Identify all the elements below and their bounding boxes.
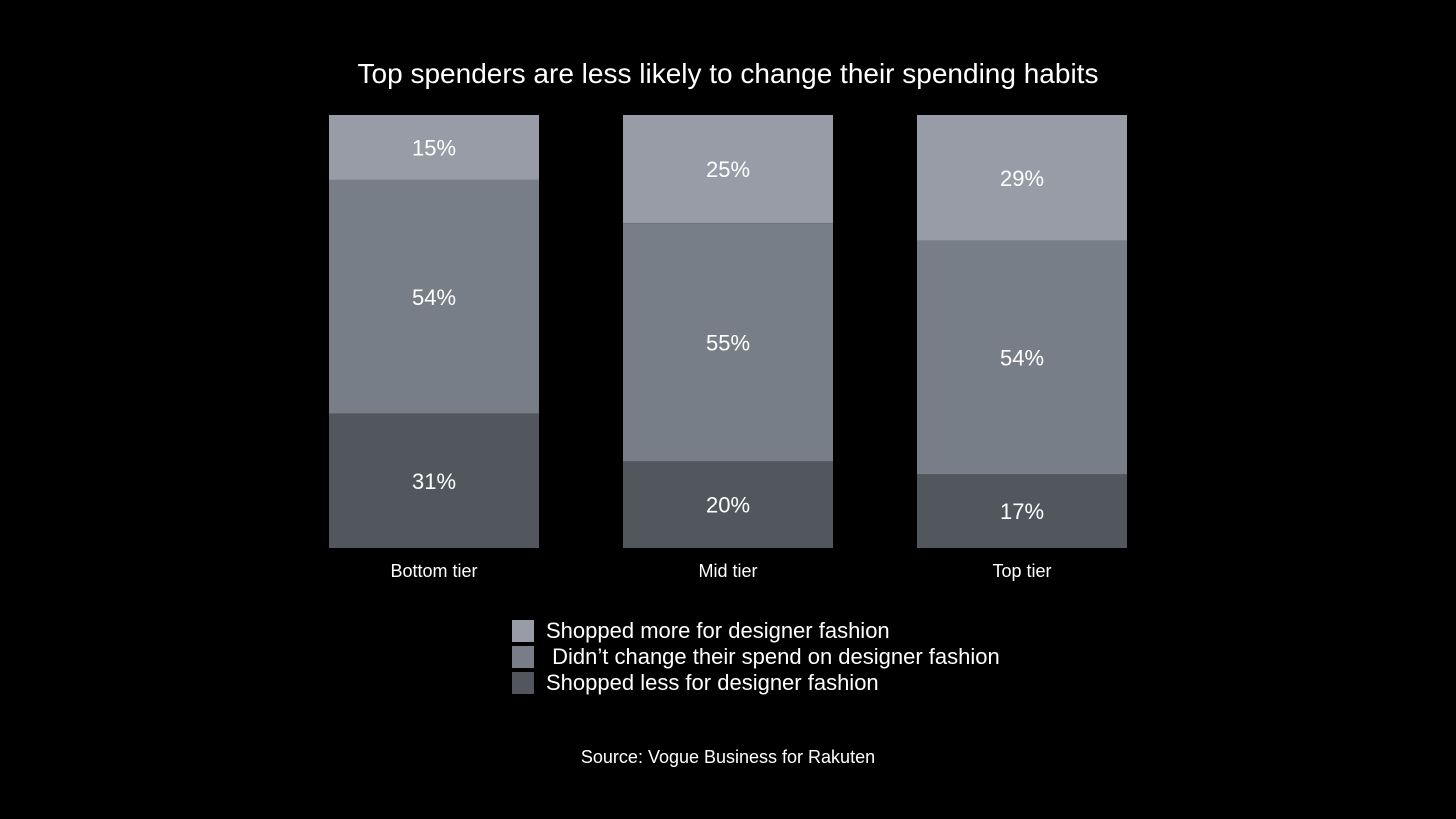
bar-segment-top-tier-1 bbox=[917, 240, 1127, 475]
legend-swatch-shopped-less bbox=[512, 672, 534, 694]
category-label-bottom-tier: Bottom tier bbox=[390, 561, 477, 581]
data-label-mid-tier-1: 55% bbox=[706, 330, 750, 355]
data-label-mid-tier-2: 20% bbox=[706, 493, 750, 518]
data-label-mid-tier-0: 25% bbox=[706, 157, 750, 182]
legend-label-shopped-less: Shopped less for designer fashion bbox=[546, 670, 879, 695]
chart-title: Top spenders are less likely to change t… bbox=[357, 58, 1099, 89]
legend-item-no-change: Didn’t change their spend on designer fa… bbox=[512, 644, 1000, 670]
bar-segment-bottom-tier-0 bbox=[329, 115, 539, 180]
data-label-top-tier-2: 17% bbox=[1000, 499, 1044, 524]
bar-segment-bottom-tier-2 bbox=[329, 413, 539, 548]
data-label-top-tier-1: 54% bbox=[1000, 345, 1044, 370]
legend-label-no-change: Didn’t change their spend on designer fa… bbox=[546, 644, 1000, 669]
chart-legend: Shopped more for designer fashion Didn’t… bbox=[512, 618, 1000, 696]
legend-swatch-no-change bbox=[512, 646, 534, 668]
category-label-mid-tier: Mid tier bbox=[698, 561, 757, 581]
bar-segment-bottom-tier-1 bbox=[329, 179, 539, 414]
legend-item-shopped-more: Shopped more for designer fashion bbox=[512, 618, 1000, 644]
legend-label-shopped-more: Shopped more for designer fashion bbox=[546, 618, 890, 643]
data-label-bottom-tier-1: 54% bbox=[412, 285, 456, 310]
bar-segment-mid-tier-0 bbox=[623, 115, 833, 224]
source-note: Source: Vogue Business for Rakuten bbox=[580, 747, 876, 767]
bar-segment-mid-tier-1 bbox=[623, 223, 833, 462]
data-label-bottom-tier-2: 31% bbox=[412, 469, 456, 494]
bar-segment-top-tier-2 bbox=[917, 474, 1127, 548]
legend-swatch-shopped-more bbox=[512, 620, 534, 642]
data-label-bottom-tier-0: 15% bbox=[412, 135, 456, 160]
bar-segment-mid-tier-2 bbox=[623, 461, 833, 548]
data-label-top-tier-0: 29% bbox=[1000, 166, 1044, 191]
category-label-top-tier: Top tier bbox=[992, 561, 1051, 581]
bar-segment-top-tier-0 bbox=[917, 115, 1127, 241]
legend-item-shopped-less: Shopped less for designer fashion bbox=[512, 670, 1000, 696]
